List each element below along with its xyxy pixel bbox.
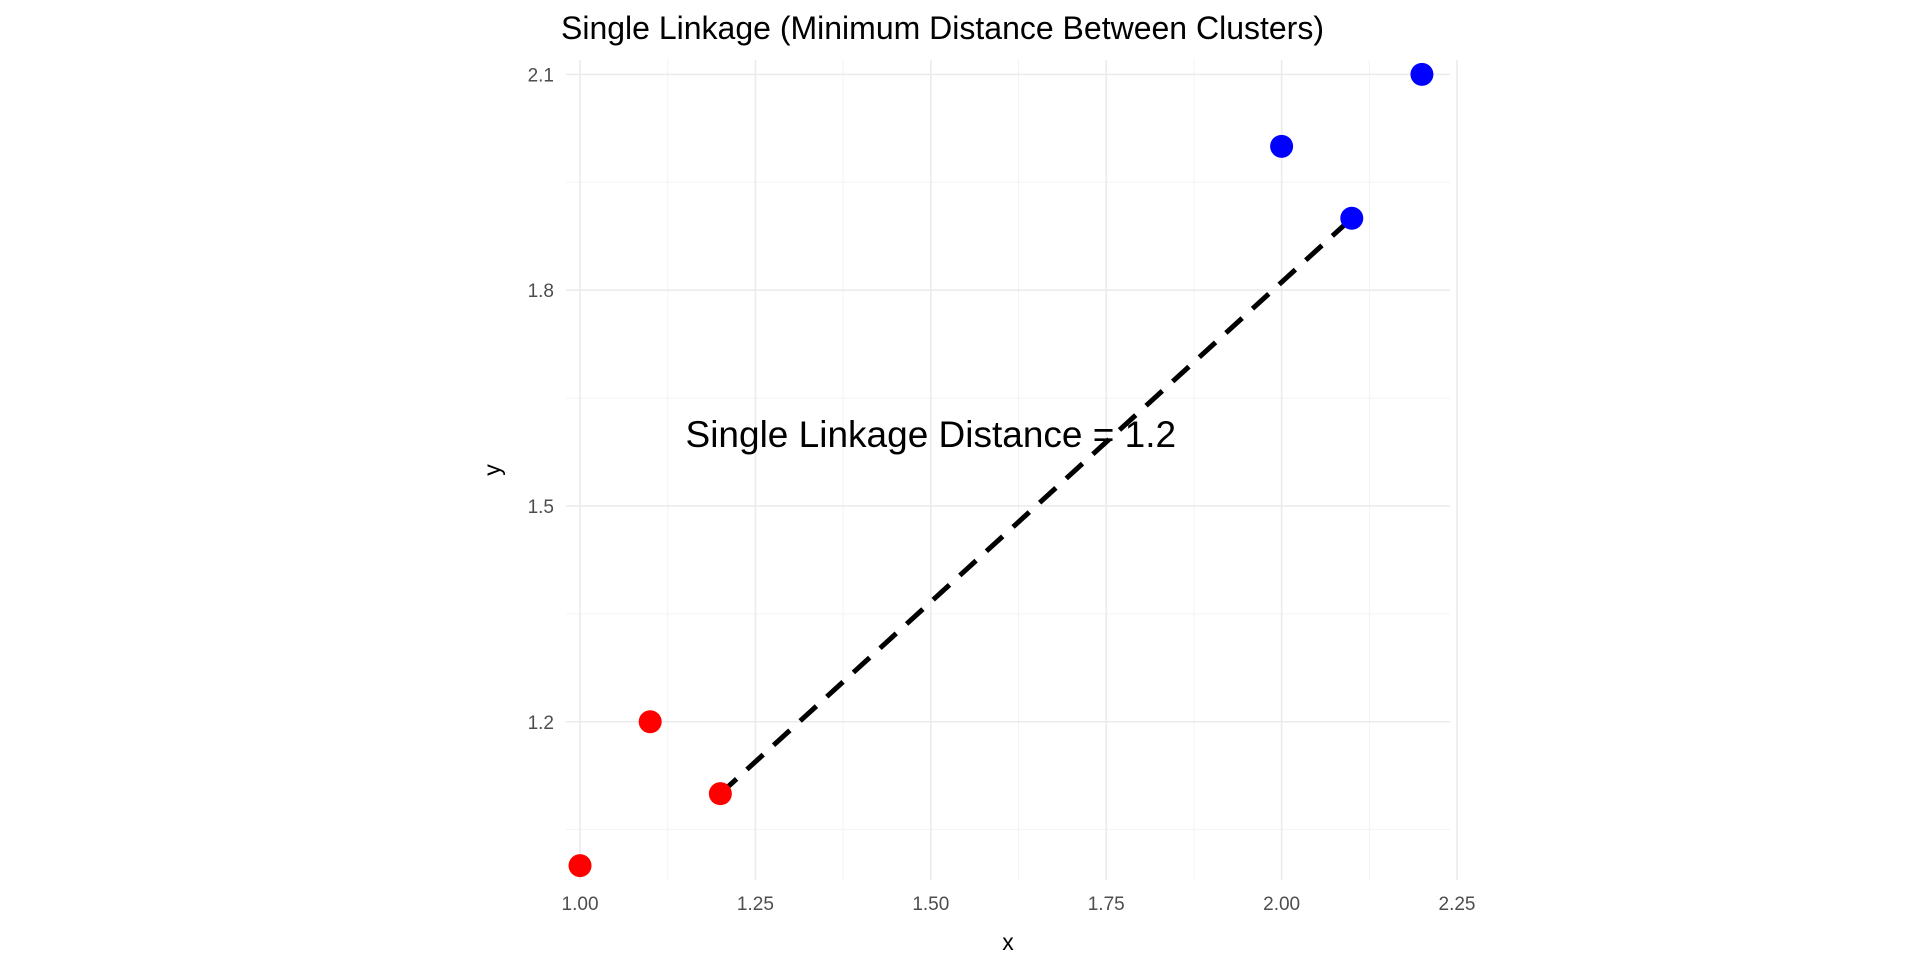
annotation-label: Single Linkage Distance = 1.2	[686, 414, 1177, 455]
x-tick-label: 1.25	[737, 894, 774, 915]
y-tick-label: 1.8	[528, 281, 554, 302]
data-point	[1270, 134, 1294, 158]
y-axis-ticks: 1.2 1.5 1.8 2.1	[528, 65, 554, 733]
x-axis-title: x	[1002, 929, 1014, 955]
x-tick-label: 2.00	[1263, 894, 1300, 915]
x-tick-label: 1.50	[912, 894, 949, 915]
x-tick-label: 1.75	[1088, 894, 1125, 915]
y-tick-label: 1.2	[528, 713, 554, 734]
chart-title: Single Linkage (Minimum Distance Between…	[561, 10, 1324, 46]
data-point	[708, 782, 732, 806]
y-axis-title: y	[479, 464, 505, 476]
data-point	[638, 710, 662, 734]
annotations: Single Linkage Distance = 1.2	[686, 414, 1177, 455]
x-tick-label: 1.00	[562, 894, 599, 915]
data-point	[568, 854, 592, 878]
x-axis-ticks: 1.00 1.25 1.50 1.75 2.00 2.25	[562, 894, 1476, 915]
x-tick-label: 2.25	[1439, 894, 1476, 915]
grid-lines	[566, 60, 1458, 880]
y-tick-label: 1.5	[528, 497, 554, 518]
y-tick-label: 2.1	[528, 65, 554, 86]
data-point	[1410, 62, 1434, 86]
data-points	[568, 62, 1434, 878]
data-point	[1340, 206, 1364, 230]
